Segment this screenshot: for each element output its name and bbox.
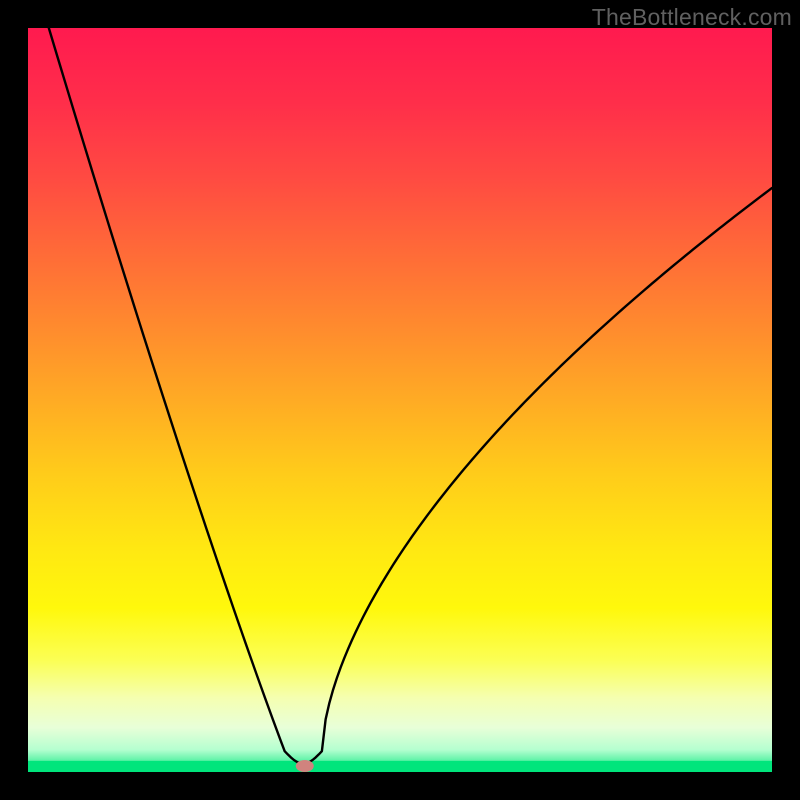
watermark-text: TheBottleneck.com: [592, 4, 792, 31]
vertex-marker: [296, 760, 314, 772]
bottom-green-band: [28, 761, 772, 772]
chart-canvas: TheBottleneck.com: [0, 0, 800, 800]
chart-gradient-bg: [28, 28, 772, 772]
chart-svg: [0, 0, 800, 800]
